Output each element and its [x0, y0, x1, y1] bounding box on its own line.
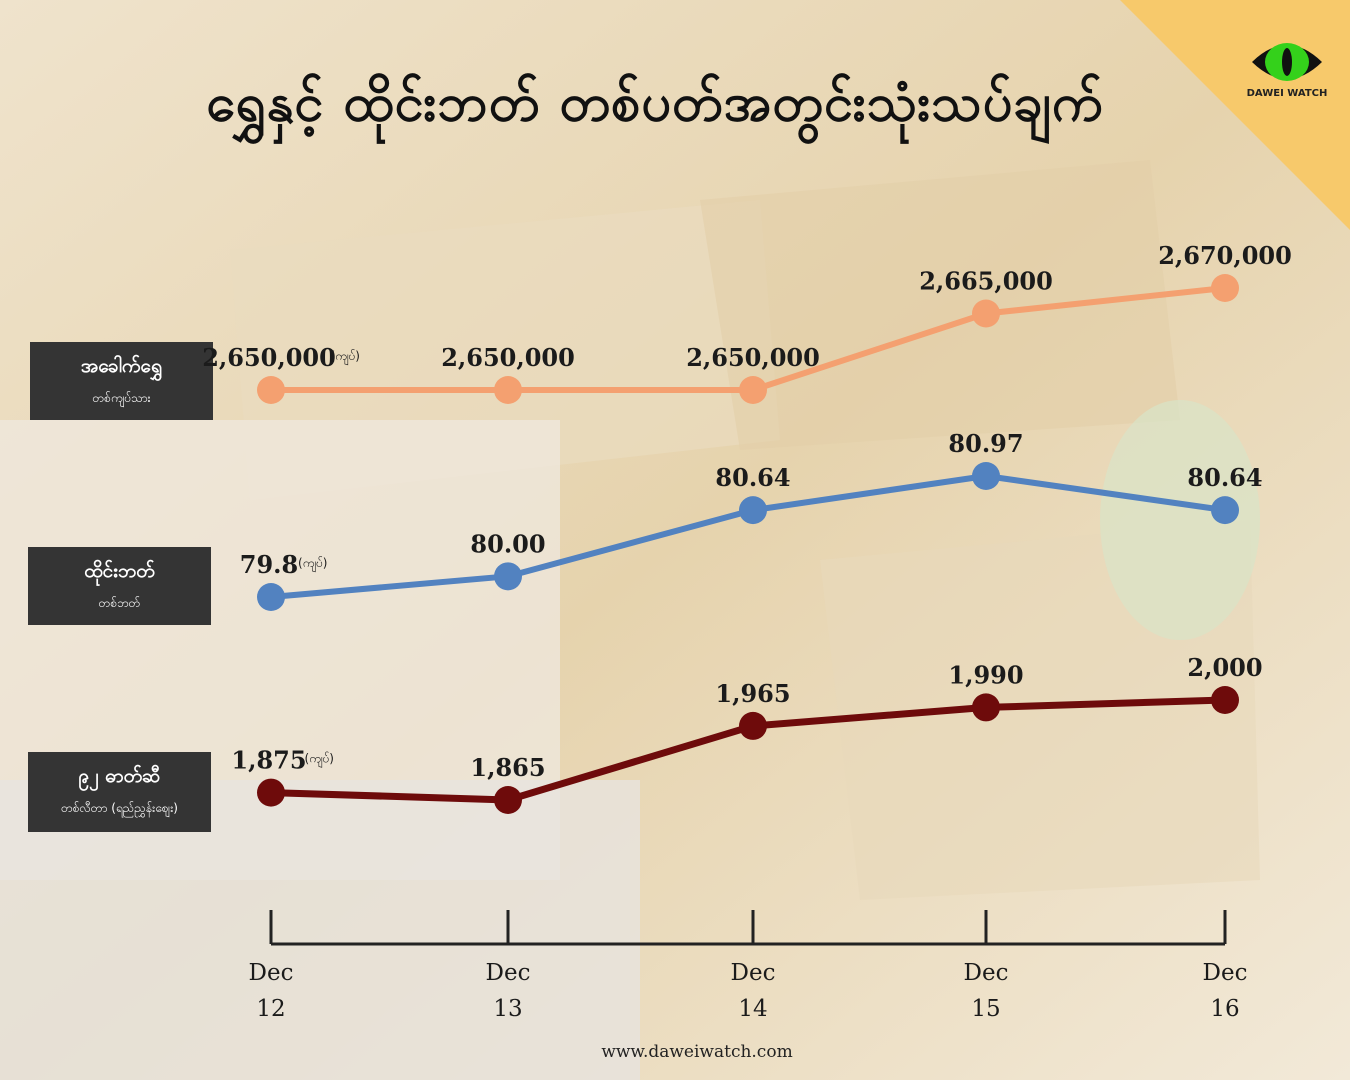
gold-sublabel: တစ်ကျပ်သား — [92, 391, 151, 405]
unit-label: (ကျပ်) — [305, 751, 334, 769]
data-point — [1211, 686, 1239, 714]
data-point — [257, 778, 285, 807]
data-label: 1,865 — [470, 753, 545, 782]
data-point — [972, 299, 1000, 328]
data-point — [1211, 274, 1239, 302]
x-tick-label-month: Dec — [249, 960, 294, 986]
fuel-sublabel: တစ်လီတာ (ရည်ညွှန်းဈေး) — [61, 801, 178, 815]
x-axis: Dec 12 Dec 13 Dec 14 Dec 15 Dec 16 — [249, 910, 1248, 1022]
series-2: 1,875(ကျပ်) 1,865 1,965 1,990 2,000 — [231, 653, 1263, 814]
data-point — [972, 693, 1000, 722]
baht-sublabel: တစ်ဘတ် — [98, 596, 141, 610]
x-tick-label-day: 12 — [256, 996, 285, 1022]
data-label: 80.97 — [948, 429, 1023, 458]
fuel-label-box: ၉၂ ဓာတ်ဆီ တစ်လီတာ (ရည်ညွှန်းဈေး) — [28, 752, 211, 832]
data-label: 1,965 — [715, 679, 790, 708]
baht-label-box: ထိုင်းဘတ် တစ်ဘတ် — [28, 547, 211, 625]
eye-logo-icon — [1252, 43, 1322, 81]
series-1: 79.8 (ကျပ်) 80.00 80.64 80.97 80.64 — [240, 429, 1263, 611]
data-label: 2,650,000 — [441, 343, 575, 372]
x-tick-label-month: Dec — [1203, 960, 1248, 986]
data-label: 2,650,000 — [202, 343, 336, 372]
x-tick-label-day: 13 — [493, 996, 522, 1022]
data-point — [257, 583, 285, 611]
data-label: 79.8 — [240, 550, 298, 579]
fuel-label: ၉၂ ဓာတ်ဆီ — [78, 765, 161, 787]
data-point — [1211, 496, 1239, 525]
data-label: 2,665,000 — [919, 267, 1053, 296]
data-point — [494, 376, 522, 404]
brand-name: DAWEI WATCH — [1246, 88, 1328, 99]
baht-label: ထိုင်းဘတ် — [84, 560, 155, 582]
data-label: 2,670,000 — [1158, 241, 1292, 270]
data-label: 1,875 — [231, 746, 306, 775]
data-label: 80.00 — [470, 529, 545, 558]
unit-label: (ကျပ်) — [298, 555, 327, 573]
x-tick-label-month: Dec — [731, 960, 776, 986]
gold-label: အခေါက်ရွှေ — [80, 355, 163, 377]
x-tick-label-month: Dec — [964, 960, 1009, 986]
page-title: ရွှေနှင့် ထိုင်းဘတ် တစ်ပတ်အတွင်းသုံးသပ်ခ… — [206, 73, 1104, 133]
data-label: 2,000 — [1187, 653, 1262, 682]
data-point — [739, 496, 767, 525]
x-tick-label-day: 16 — [1210, 996, 1239, 1022]
data-label: 2,650,000 — [686, 343, 820, 372]
data-point — [972, 462, 1000, 490]
data-label: 80.64 — [1187, 463, 1262, 492]
series-line — [271, 285, 1226, 393]
gold-label-box: အခေါက်ရွှေ တစ်ကျပ်သား — [30, 342, 213, 420]
series-0: 2,650,000(ကျပ်) 2,650,000 2,650,0002,665,0… — [202, 241, 1292, 404]
unit-label: (ကျပ်) — [331, 348, 360, 366]
x-tick-label-month: Dec — [486, 960, 531, 986]
series-line — [270, 473, 1226, 600]
website-url: www.daweiwatch.com — [601, 1042, 793, 1062]
data-point — [739, 711, 767, 740]
data-label: 1,990 — [948, 660, 1023, 689]
data-point — [739, 376, 767, 404]
x-tick-label-day: 14 — [738, 996, 767, 1022]
data-point — [494, 786, 522, 814]
data-point — [494, 562, 522, 591]
data-point — [257, 376, 285, 404]
x-tick-label-day: 15 — [971, 996, 1000, 1022]
data-label: 80.64 — [715, 463, 790, 492]
